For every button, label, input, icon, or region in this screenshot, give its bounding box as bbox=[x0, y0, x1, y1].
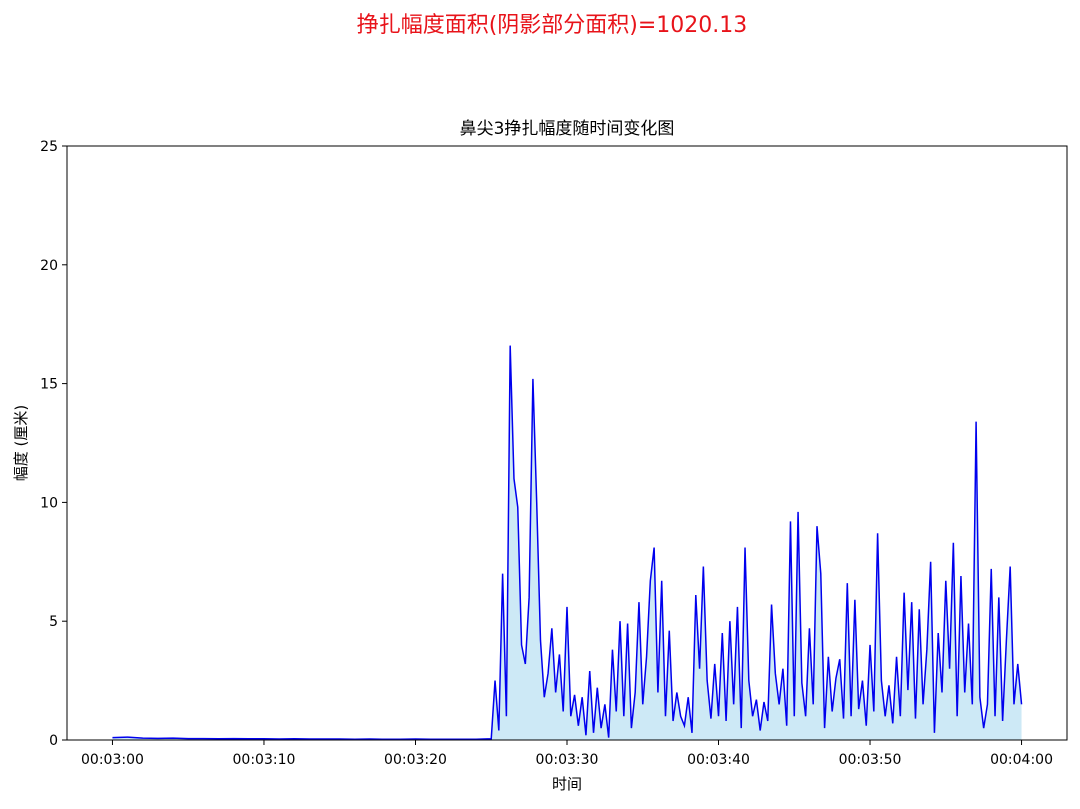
y-tick-label: 25 bbox=[40, 139, 58, 155]
x-tick-label: 00:03:40 bbox=[687, 752, 750, 768]
x-axis-label: 时间 bbox=[552, 775, 582, 793]
y-tick-label: 5 bbox=[49, 614, 58, 630]
y-tick-label: 15 bbox=[40, 377, 58, 393]
chart-title: 鼻尖3挣扎幅度随时间变化图 bbox=[460, 119, 675, 139]
x-tick-label: 00:04:00 bbox=[990, 752, 1053, 768]
y-tick-label: 0 bbox=[49, 733, 58, 749]
suptitle: 挣扎幅度面积(阴影部分面积)=1020.13 bbox=[357, 13, 748, 38]
x-tick-label: 00:03:50 bbox=[839, 752, 902, 768]
area bbox=[112, 345, 1022, 740]
line bbox=[112, 345, 1023, 741]
y-tick-label: 10 bbox=[40, 495, 58, 511]
x-tick-label: 00:03:00 bbox=[81, 752, 144, 768]
x-tick-label: 00:03:10 bbox=[233, 752, 296, 768]
x-tick-label: 00:03:20 bbox=[384, 752, 447, 768]
y-tick-label: 20 bbox=[40, 258, 58, 274]
y-axis-label: 幅度 (厘米) bbox=[12, 405, 30, 481]
x-tick-label: 00:03:30 bbox=[536, 752, 599, 768]
